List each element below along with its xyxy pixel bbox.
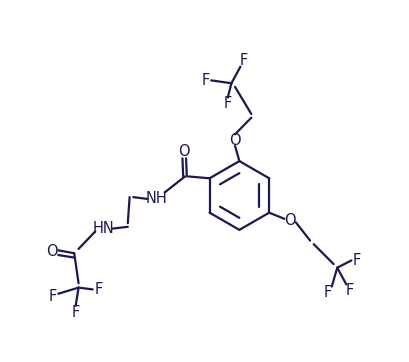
Text: F: F <box>223 96 231 111</box>
Text: F: F <box>71 305 80 320</box>
Text: O: O <box>178 144 190 159</box>
Text: F: F <box>48 289 56 304</box>
Text: O: O <box>229 132 240 148</box>
Text: NH: NH <box>146 191 167 206</box>
Text: O: O <box>46 244 57 259</box>
Text: HN: HN <box>92 221 114 236</box>
Text: F: F <box>323 285 331 300</box>
Text: F: F <box>345 283 353 298</box>
Text: F: F <box>94 282 102 297</box>
Text: F: F <box>352 253 360 268</box>
Text: F: F <box>239 53 247 68</box>
Text: F: F <box>201 73 209 88</box>
Text: O: O <box>284 213 295 228</box>
